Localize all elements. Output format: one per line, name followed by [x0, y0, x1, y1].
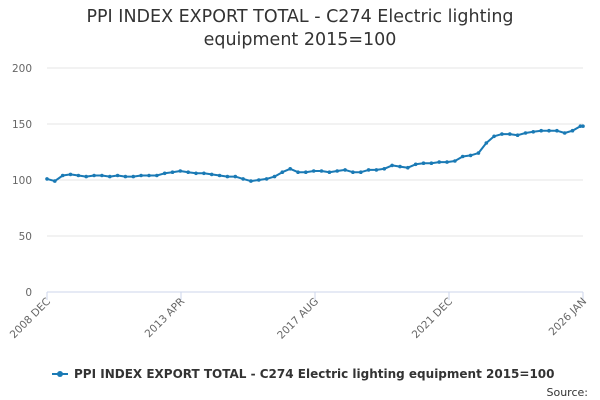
- data-point[interactable]: [147, 173, 151, 178]
- y-tick-label: 150: [12, 119, 32, 131]
- data-point[interactable]: [68, 172, 73, 177]
- data-point[interactable]: [460, 154, 465, 159]
- data-point[interactable]: [390, 163, 394, 168]
- data-point[interactable]: [539, 128, 543, 133]
- data-point[interactable]: [194, 171, 198, 176]
- data-point[interactable]: [570, 128, 575, 133]
- data-point[interactable]: [500, 132, 504, 136]
- data-point[interactable]: [547, 128, 551, 133]
- data-point[interactable]: [555, 128, 559, 133]
- y-tick-label: 100: [12, 175, 32, 187]
- data-point[interactable]: [249, 179, 253, 183]
- series-layer: [45, 124, 585, 183]
- data-point[interactable]: [476, 151, 481, 155]
- legend[interactable]: PPI INDEX EXPORT TOTAL - C274 Electric l…: [52, 367, 555, 381]
- y-tick-label: 200: [12, 63, 32, 75]
- data-point[interactable]: [398, 164, 402, 169]
- data-point[interactable]: [264, 177, 269, 181]
- y-tick-label: 0: [25, 287, 32, 299]
- data-point[interactable]: [76, 173, 81, 178]
- data-point[interactable]: [100, 173, 104, 178]
- x-axis-tick-labels: 2008 DEC 2013 APR 2017 AUG 2021 DEC 2026 JAN: [8, 296, 589, 342]
- data-point[interactable]: [311, 169, 316, 173]
- gridlines: [47, 67, 583, 237]
- data-point[interactable]: [445, 160, 449, 164]
- x-tick-label: 2026 JAN: [547, 296, 589, 338]
- y-axis-tick-labels: 0 50 100 150 200: [12, 63, 32, 299]
- data-point[interactable]: [108, 174, 112, 179]
- data-point[interactable]: [508, 132, 512, 136]
- data-point[interactable]: [84, 174, 88, 179]
- data-point[interactable]: [170, 170, 175, 174]
- data-point[interactable]: [296, 170, 300, 174]
- data-point[interactable]: [115, 173, 120, 178]
- data-point[interactable]: [155, 173, 159, 178]
- x-axis: [46, 291, 584, 300]
- chart-title-line-1: PPI INDEX EXPORT TOTAL - C274 Electric l…: [86, 7, 514, 27]
- data-point[interactable]: [202, 171, 206, 176]
- data-point[interactable]: [366, 168, 371, 172]
- data-point[interactable]: [178, 169, 183, 173]
- series-line: [46, 125, 583, 183]
- data-point[interactable]: [492, 134, 496, 139]
- data-point[interactable]: [217, 173, 222, 178]
- chart-title: PPI INDEX EXPORT TOTAL - C274 Electric l…: [0, 6, 600, 52]
- data-point[interactable]: [523, 131, 528, 135]
- data-point[interactable]: [578, 124, 583, 128]
- data-point[interactable]: [581, 124, 585, 128]
- x-tick-label: 2008 DEC: [8, 296, 53, 341]
- x-tick-label: 2021 DEC: [410, 296, 455, 341]
- data-point[interactable]: [382, 167, 387, 171]
- data-point[interactable]: [162, 171, 167, 176]
- data-point[interactable]: [343, 168, 347, 172]
- data-point[interactable]: [186, 170, 190, 174]
- y-tick-label: 50: [19, 231, 32, 243]
- data-point[interactable]: [351, 170, 355, 174]
- data-point[interactable]: [304, 170, 308, 174]
- chart-title-line-2: equipment 2015=100: [203, 30, 397, 50]
- data-point[interactable]: [562, 131, 567, 135]
- data-point[interactable]: [429, 161, 434, 165]
- data-point[interactable]: [359, 170, 363, 174]
- data-point[interactable]: [468, 153, 473, 158]
- legend-swatch-marker: [57, 371, 63, 377]
- data-point[interactable]: [374, 168, 379, 172]
- data-point[interactable]: [209, 172, 214, 177]
- data-point[interactable]: [225, 174, 230, 179]
- x-tick-label: 2017 AUG: [275, 296, 321, 342]
- data-point[interactable]: [327, 170, 332, 174]
- data-point[interactable]: [437, 160, 442, 164]
- data-point[interactable]: [515, 133, 520, 137]
- data-point[interactable]: [123, 174, 128, 179]
- data-point[interactable]: [233, 174, 238, 179]
- data-point[interactable]: [288, 167, 293, 171]
- data-point[interactable]: [421, 161, 426, 165]
- source-label: Source:: [547, 386, 589, 399]
- data-point[interactable]: [257, 178, 261, 182]
- data-point[interactable]: [139, 173, 143, 178]
- data-point[interactable]: [272, 174, 277, 179]
- data-point[interactable]: [413, 162, 418, 167]
- data-point[interactable]: [60, 173, 65, 178]
- data-point[interactable]: [241, 177, 245, 181]
- data-point[interactable]: [453, 159, 457, 163]
- x-tick-label: 2013 APR: [143, 296, 187, 340]
- data-point[interactable]: [53, 179, 57, 183]
- data-point[interactable]: [335, 169, 340, 173]
- data-point[interactable]: [531, 130, 536, 134]
- data-point[interactable]: [280, 170, 285, 174]
- data-point[interactable]: [45, 177, 49, 181]
- legend-label[interactable]: PPI INDEX EXPORT TOTAL - C274 Electric l…: [74, 367, 555, 381]
- data-point[interactable]: [92, 173, 96, 178]
- data-point[interactable]: [131, 174, 136, 179]
- data-point[interactable]: [406, 165, 410, 170]
- data-point[interactable]: [484, 141, 489, 145]
- data-point[interactable]: [319, 169, 324, 173]
